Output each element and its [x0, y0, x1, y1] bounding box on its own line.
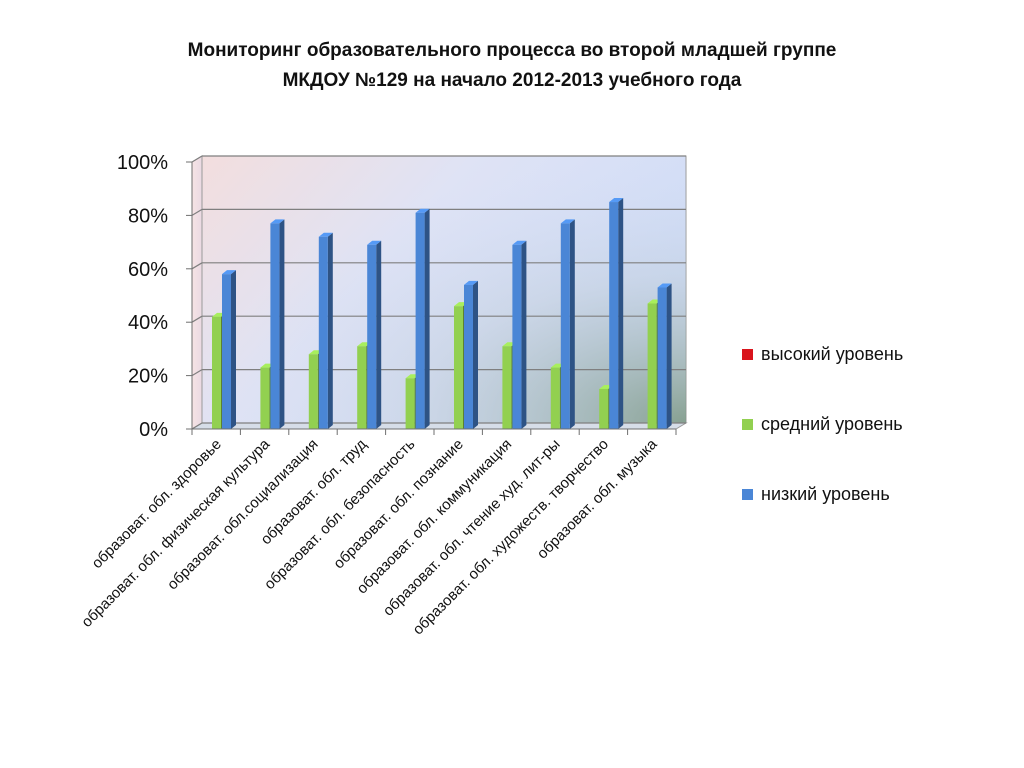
legend-label-high: высокий уровень — [761, 343, 904, 364]
bar-side — [473, 280, 478, 429]
bar-side — [424, 208, 430, 429]
gridline-side — [191, 155, 203, 163]
bar — [318, 236, 328, 429]
y-tick-label: 20% — [128, 366, 168, 388]
bar-top — [270, 219, 285, 224]
bar-top — [609, 198, 624, 203]
bar — [464, 284, 473, 429]
y-tick-label: 0% — [139, 419, 168, 441]
legend-item-low: низкий уровень — [742, 480, 1002, 508]
y-tick-label: 100% — [117, 152, 168, 174]
bar — [454, 306, 463, 429]
bar — [212, 316, 221, 429]
bar — [260, 367, 270, 429]
bar-top — [464, 280, 478, 285]
legend-label-medium: средний уровень — [761, 413, 903, 434]
legend-swatch-high — [742, 348, 753, 360]
bar-side — [521, 240, 527, 429]
legend-swatch-low — [742, 488, 753, 500]
legend-item-high: высокий уровень — [742, 340, 1002, 368]
legend-item-medium: средний уровень — [742, 410, 1002, 438]
bar-top — [367, 240, 382, 245]
y-tick-label: 60% — [128, 259, 168, 281]
bar — [512, 244, 522, 429]
chart-title: Мониторинг образовательного процесса во … — [0, 36, 1024, 96]
bar-side — [327, 232, 333, 429]
bar — [415, 212, 425, 429]
bar — [222, 274, 231, 429]
bar-side — [569, 219, 575, 429]
bar-side — [666, 283, 672, 429]
bar — [599, 388, 609, 429]
x-category-label: образоват. обл. физическая культура — [78, 435, 273, 630]
chart-side-wall — [191, 155, 203, 430]
gridline-side — [191, 422, 203, 430]
x-category-label: образоват. обл. чтение худ. лит-ры — [380, 436, 564, 620]
legend-label-low: низкий уровень — [761, 483, 890, 504]
gridline-side — [191, 208, 203, 216]
bar — [550, 367, 560, 429]
bar-side — [376, 240, 382, 429]
bar — [560, 223, 570, 429]
bar — [657, 287, 667, 429]
bar-top — [222, 270, 236, 275]
bar — [647, 303, 657, 429]
chart-title-line-1: Мониторинг образовательного процесса во … — [187, 40, 837, 61]
bar — [357, 346, 367, 429]
bar-side — [279, 219, 285, 429]
bar-side — [231, 270, 236, 429]
bar-top — [318, 232, 333, 237]
y-tick-label: 40% — [128, 312, 168, 334]
bar — [270, 223, 280, 429]
bar — [609, 202, 619, 429]
bar — [308, 354, 318, 429]
gridline-side — [191, 369, 203, 377]
gridline-side — [191, 262, 203, 270]
legend-swatch-medium — [742, 418, 753, 430]
bar-top — [560, 219, 575, 224]
y-tick-label: 80% — [128, 205, 168, 227]
gridline-side — [191, 315, 203, 323]
bar-top — [512, 240, 527, 245]
bar — [502, 346, 512, 429]
bar — [367, 244, 377, 429]
chart-title-line-2: МКДОУ №129 на начало 2012-2013 учебного … — [282, 70, 742, 91]
bar-side — [618, 198, 624, 429]
bar-top — [415, 208, 430, 213]
bar-top — [657, 283, 672, 288]
bar — [405, 378, 415, 429]
